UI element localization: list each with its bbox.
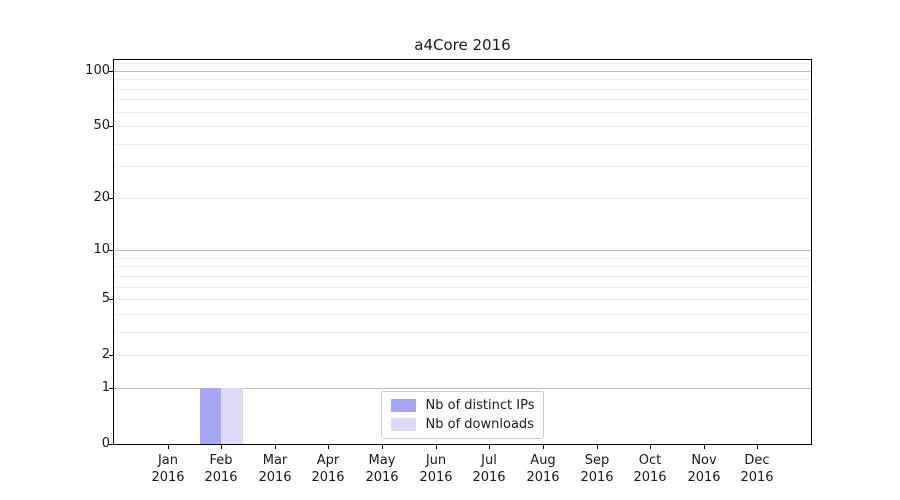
minor-gridline bbox=[114, 144, 811, 145]
x-tick-year: 2016 bbox=[204, 470, 238, 485]
y-tick-mark bbox=[109, 250, 113, 251]
legend-swatch bbox=[390, 399, 416, 412]
minor-gridline bbox=[114, 287, 811, 288]
minor-gridline bbox=[114, 89, 811, 90]
minor-gridline bbox=[114, 314, 811, 315]
minor-gridline bbox=[114, 126, 811, 127]
x-tick-mark bbox=[436, 445, 437, 449]
y-tick-mark bbox=[109, 355, 113, 356]
major-gridline bbox=[114, 250, 811, 251]
x-tick-year: 2016 bbox=[311, 470, 345, 485]
x-tick-label: Dec 2016 bbox=[726, 452, 788, 486]
x-tick-label: Apr 2016 bbox=[297, 452, 359, 486]
x-tick-label: Aug 2016 bbox=[512, 452, 574, 486]
legend-swatch bbox=[390, 418, 416, 431]
major-gridline bbox=[114, 388, 811, 389]
x-tick-mark bbox=[650, 445, 651, 449]
x-tick-label: Jun 2016 bbox=[405, 452, 467, 486]
x-tick-mark bbox=[489, 445, 490, 449]
x-tick-label: Oct 2016 bbox=[619, 452, 681, 486]
x-tick-label: Jul 2016 bbox=[458, 452, 520, 486]
plot-area: Nb of distinct IPs Nb of downloads bbox=[113, 59, 812, 445]
x-tick-mark bbox=[704, 445, 705, 449]
minor-gridline bbox=[114, 258, 811, 259]
legend: Nb of distinct IPs Nb of downloads bbox=[380, 391, 545, 439]
y-tick-label: 10 bbox=[93, 242, 110, 257]
y-tick-label: 0 bbox=[101, 436, 110, 451]
x-tick-month: Feb bbox=[209, 453, 233, 468]
x-tick-month: Jan bbox=[157, 453, 179, 468]
x-tick-month: Oct bbox=[638, 453, 662, 468]
y-tick-label: 20 bbox=[93, 190, 110, 205]
x-tick-mark bbox=[543, 445, 544, 449]
minor-gridline bbox=[114, 299, 811, 300]
x-tick-label: Sep 2016 bbox=[566, 452, 628, 486]
x-tick-mark bbox=[275, 445, 276, 449]
legend-row: Nb of downloads bbox=[390, 417, 535, 432]
x-tick-year: 2016 bbox=[687, 470, 721, 485]
y-tick-mark bbox=[109, 444, 113, 445]
x-tick-month: May bbox=[368, 453, 396, 468]
x-tick-mark bbox=[168, 445, 169, 449]
y-tick-label: 50 bbox=[93, 118, 110, 133]
x-tick-label: Feb 2016 bbox=[190, 452, 252, 486]
x-tick-label: May 2016 bbox=[351, 452, 413, 486]
y-tick-mark bbox=[109, 388, 113, 389]
x-tick-label: Nov 2016 bbox=[673, 452, 735, 486]
x-tick-year: 2016 bbox=[419, 470, 453, 485]
y-tick-mark bbox=[109, 198, 113, 199]
y-tick-mark bbox=[109, 299, 113, 300]
y-tick-label: 2 bbox=[101, 347, 110, 362]
legend-label: Nb of downloads bbox=[425, 417, 534, 432]
x-tick-year: 2016 bbox=[258, 470, 292, 485]
x-tick-year: 2016 bbox=[740, 470, 774, 485]
y-tick-mark bbox=[109, 71, 113, 72]
y-tick-label: 100 bbox=[85, 63, 110, 78]
minor-gridline bbox=[114, 198, 811, 199]
minor-gridline bbox=[114, 166, 811, 167]
x-tick-month: Dec bbox=[744, 453, 770, 468]
x-tick-label: Jan 2016 bbox=[137, 452, 199, 486]
x-tick-year: 2016 bbox=[365, 470, 399, 485]
x-tick-year: 2016 bbox=[526, 470, 560, 485]
x-tick-mark bbox=[221, 445, 222, 449]
x-tick-year: 2016 bbox=[472, 470, 506, 485]
minor-gridline bbox=[114, 112, 811, 113]
minor-gridline bbox=[114, 79, 811, 80]
minor-gridline bbox=[114, 355, 811, 356]
minor-gridline bbox=[114, 266, 811, 267]
x-tick-mark bbox=[757, 445, 758, 449]
y-tick-mark bbox=[109, 126, 113, 127]
x-tick-month: Sep bbox=[584, 453, 610, 468]
x-tick-year: 2016 bbox=[151, 470, 185, 485]
minor-gridline bbox=[114, 63, 811, 64]
x-tick-mark bbox=[328, 445, 329, 449]
bar-downloads bbox=[221, 388, 243, 444]
x-tick-month: Aug bbox=[530, 453, 556, 468]
x-tick-year: 2016 bbox=[633, 470, 667, 485]
legend-label: Nb of distinct IPs bbox=[425, 398, 535, 413]
legend-row: Nb of distinct IPs bbox=[390, 398, 535, 413]
bar-distinct-ips bbox=[200, 388, 222, 444]
y-tick-label: 1 bbox=[101, 380, 110, 395]
x-tick-month: Nov bbox=[691, 453, 717, 468]
x-tick-month: Mar bbox=[262, 453, 288, 468]
x-tick-month: Jun bbox=[425, 453, 447, 468]
x-tick-year: 2016 bbox=[580, 470, 614, 485]
x-tick-month: Apr bbox=[316, 453, 340, 468]
minor-gridline bbox=[114, 99, 811, 100]
minor-gridline bbox=[114, 332, 811, 333]
x-tick-mark bbox=[597, 445, 598, 449]
x-tick-mark bbox=[382, 445, 383, 449]
major-gridline bbox=[114, 71, 811, 72]
minor-gridline bbox=[114, 276, 811, 277]
y-tick-label: 5 bbox=[101, 291, 110, 306]
chart-title: a4Core 2016 bbox=[414, 36, 511, 54]
x-tick-month: Jul bbox=[481, 453, 497, 468]
x-tick-label: Mar 2016 bbox=[244, 452, 306, 486]
